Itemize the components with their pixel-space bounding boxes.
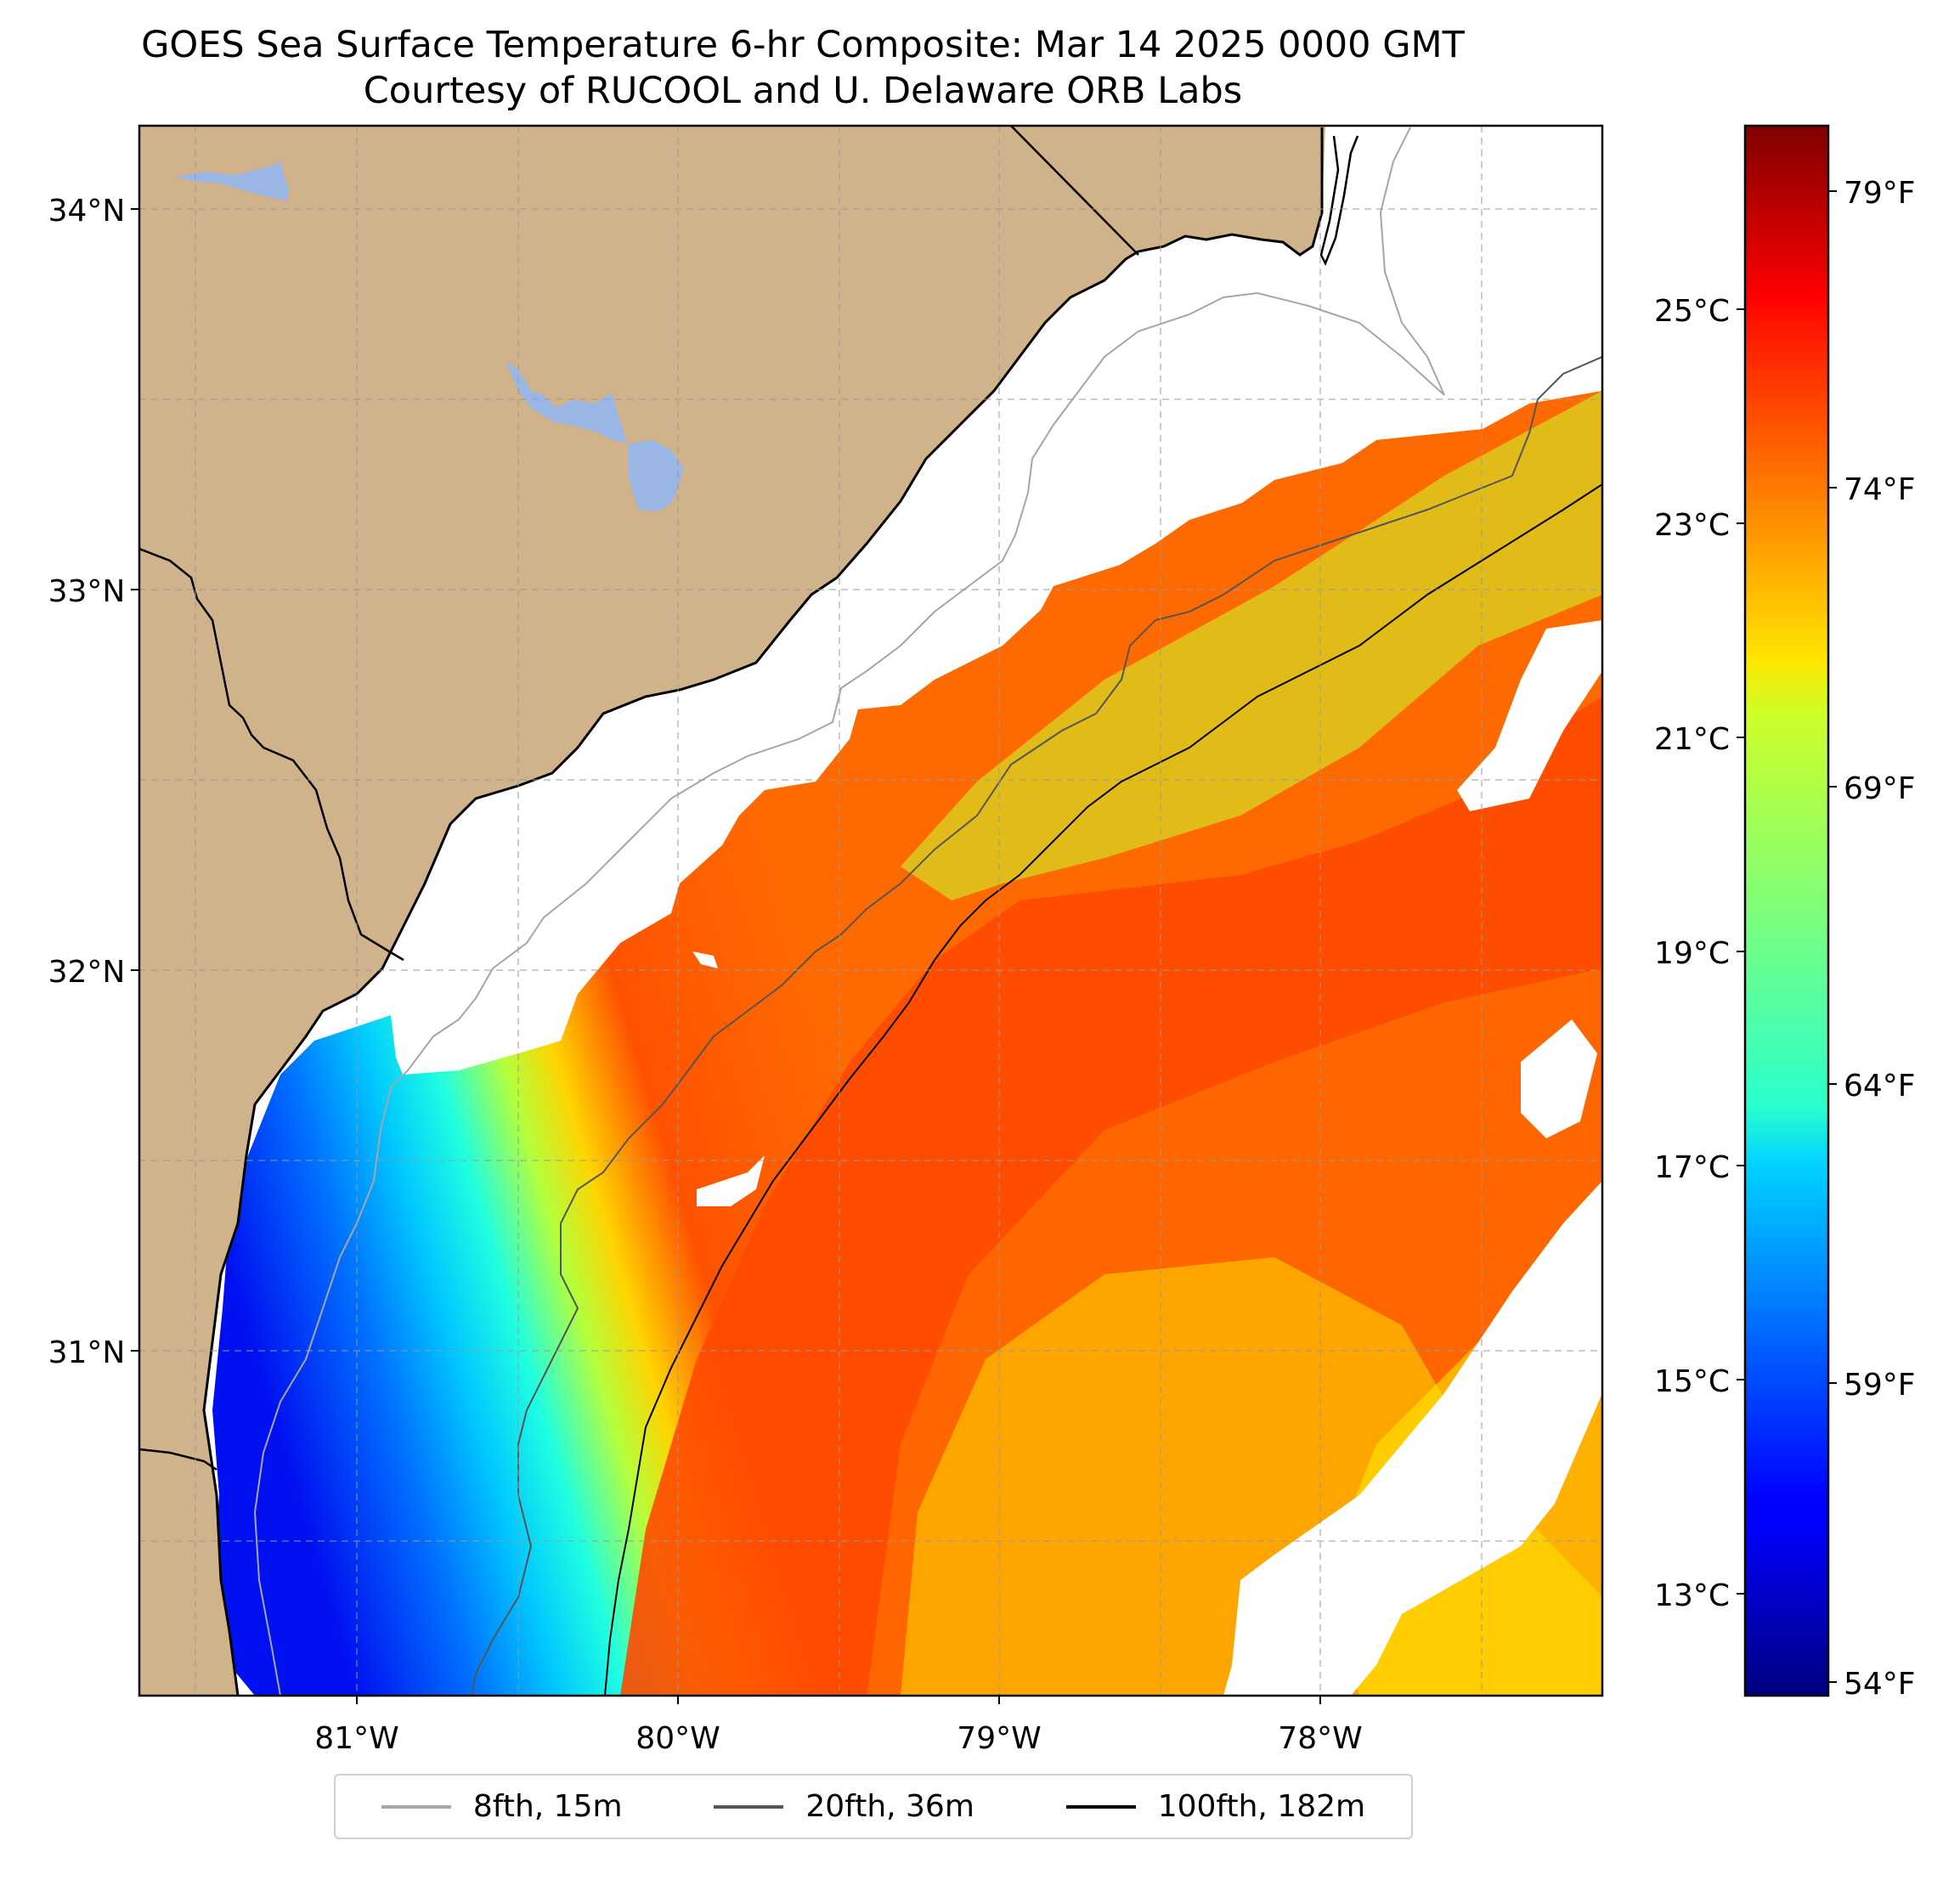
- celsius-label: 17°C: [1654, 1150, 1730, 1185]
- lon-label: 79°W: [957, 1721, 1041, 1756]
- lat-label: 34°N: [48, 194, 126, 229]
- legend-swatch: [381, 1804, 451, 1809]
- inland-lake: [175, 161, 289, 200]
- lat-label: 31°N: [48, 1335, 126, 1370]
- legend-label: 8fth, 15m: [472, 1789, 623, 1824]
- colorbar-ticks: [1737, 190, 1837, 1683]
- chart-title: GOES Sea Surface Temperature 6-hr Compos…: [141, 24, 1465, 66]
- legend-swatch: [714, 1804, 784, 1809]
- lat-label: 33°N: [48, 574, 126, 609]
- fahrenheit-label: 69°F: [1844, 771, 1916, 806]
- map-gridlines: [139, 126, 1602, 1696]
- fahrenheit-label: 64°F: [1844, 1069, 1916, 1104]
- lat-label: 32°N: [48, 955, 126, 990]
- fahrenheit-label: 54°F: [1844, 1667, 1916, 1702]
- celsius-label: 15°C: [1654, 1364, 1730, 1399]
- state-border: [139, 547, 404, 962]
- coastline: [202, 127, 1324, 1696]
- lon-label: 80°W: [635, 1721, 720, 1756]
- isobath-8fth: [253, 127, 1445, 1696]
- colorbar: [1743, 124, 1830, 1697]
- map-area: [139, 126, 1602, 1696]
- nodata-patch: [1457, 620, 1602, 811]
- legend-item-20fth: 20fth, 36m: [714, 1789, 974, 1824]
- legend-item-8fth: 8fth, 15m: [381, 1789, 623, 1824]
- legend-item-100fth: 100fth, 182m: [1065, 1789, 1366, 1824]
- map-ticks: [131, 208, 1321, 1704]
- lon-label: 78°W: [1278, 1721, 1362, 1756]
- isobath-legend: 8fth, 15m 20fth, 36m 100fth, 182m: [334, 1774, 1413, 1839]
- fahrenheit-label: 74°F: [1844, 472, 1916, 507]
- celsius-label: 13°C: [1654, 1578, 1730, 1613]
- chart-subtitle: Courtesy of RUCOOL and U. Delaware ORB L…: [363, 70, 1243, 112]
- inland-lake: [629, 440, 684, 511]
- isobath-20fth: [471, 356, 1602, 1696]
- legend-label: 100fth, 182m: [1157, 1789, 1366, 1824]
- isobath-100fth: [604, 483, 1602, 1696]
- legend-label: 20fth, 36m: [805, 1789, 974, 1824]
- celsius-label: 23°C: [1654, 508, 1730, 543]
- celsius-label: 19°C: [1654, 936, 1730, 971]
- inland-lake: [506, 361, 627, 442]
- map-frame: [138, 124, 1604, 1697]
- fahrenheit-label: 79°F: [1844, 176, 1916, 211]
- celsius-label: 25°C: [1654, 294, 1730, 329]
- fahrenheit-label: 59°F: [1844, 1368, 1916, 1403]
- legend-swatch: [1065, 1804, 1136, 1809]
- land: [139, 126, 1325, 1696]
- state-border: [1010, 126, 1139, 256]
- celsius-label: 21°C: [1654, 722, 1730, 757]
- lon-label: 81°W: [314, 1721, 398, 1756]
